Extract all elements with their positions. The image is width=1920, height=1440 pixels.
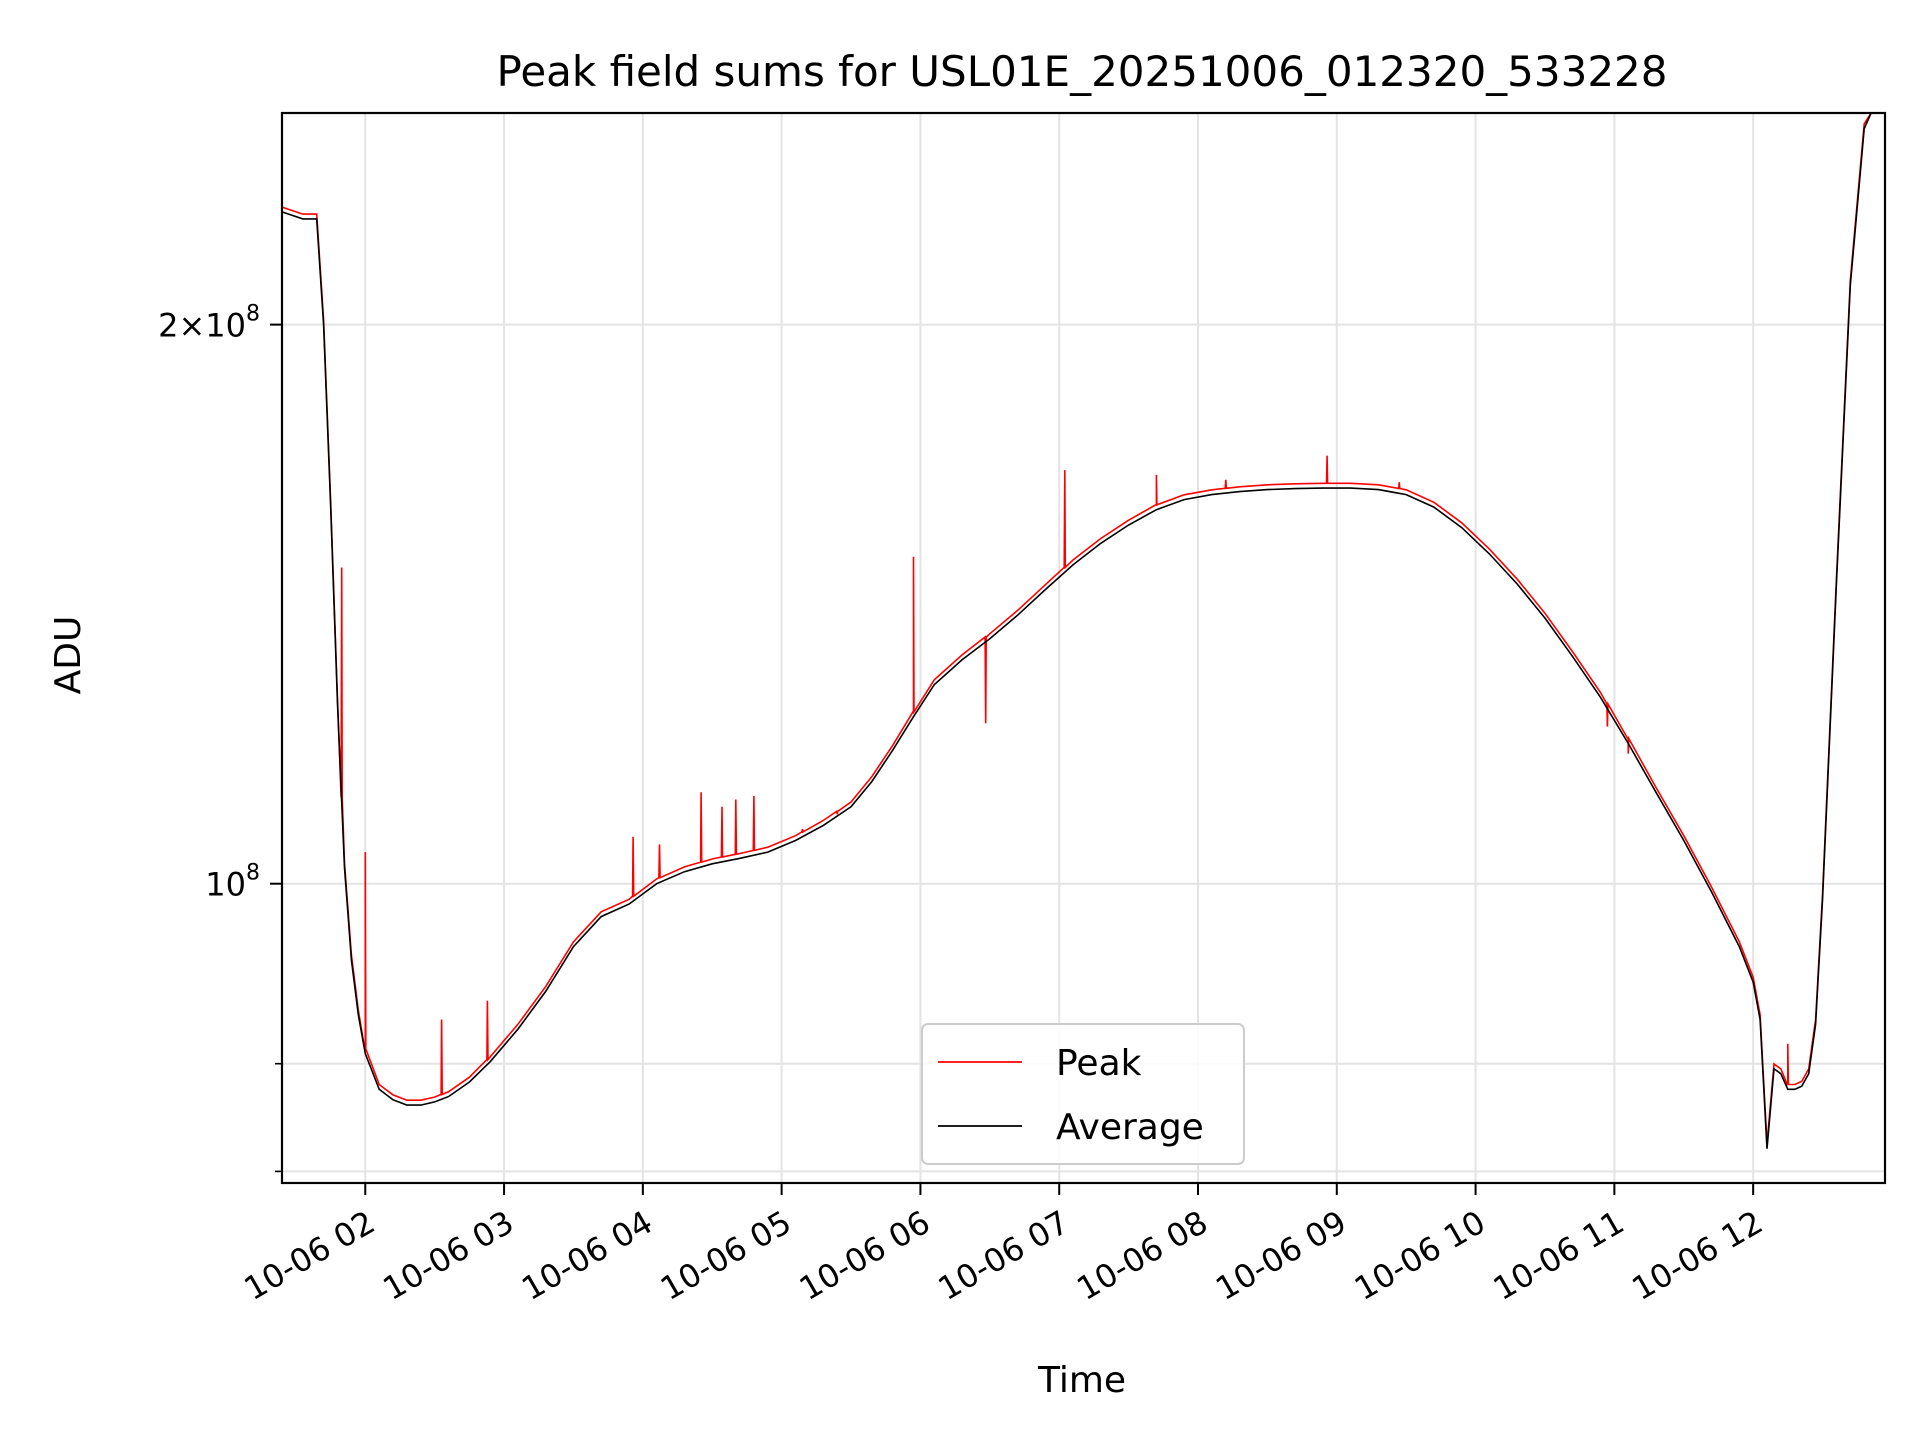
- peak-series-line: [281, 112, 1885, 1144]
- chart-title: Peak field sums for USL01E_20251006_0123…: [496, 47, 1667, 96]
- legend-label-average: Average: [1056, 1107, 1204, 1148]
- gridlines: [282, 113, 1885, 1183]
- average-series-line: [281, 112, 1885, 1149]
- plot-frame: [280, 111, 1887, 1185]
- y-tick-label: 2×108: [158, 302, 260, 345]
- legend-label-peak: Peak: [1056, 1043, 1142, 1084]
- x-axis-label: Time: [1037, 1360, 1126, 1401]
- legend-box: [921, 1023, 1245, 1165]
- y-tick-label: 108: [205, 861, 260, 904]
- y-axis-label: ADU: [48, 616, 89, 695]
- y-axis: 108 2×108: [158, 302, 282, 1173]
- legend: Peak Average: [921, 1023, 1245, 1165]
- plot-series: [281, 112, 1885, 1149]
